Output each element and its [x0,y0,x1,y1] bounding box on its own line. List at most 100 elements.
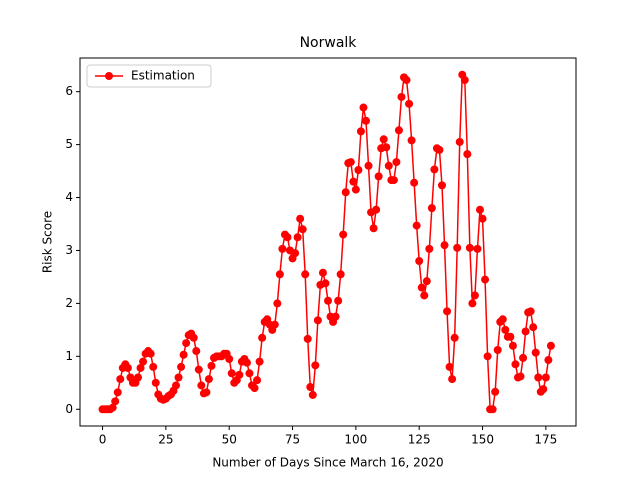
x-axis-label: Number of Days Since March 16, 2020 [212,456,443,470]
point [189,333,198,342]
point [437,181,446,190]
point [113,388,122,397]
point [412,221,421,230]
point [450,333,459,342]
point [273,299,282,308]
y-axis-label: Risk Score [41,211,55,273]
plot-frame [79,57,577,427]
point [298,225,307,234]
point [427,204,436,213]
point [331,312,340,321]
point [151,378,160,387]
point [306,383,315,392]
point [460,76,469,85]
point [339,230,348,239]
y-tick-label: 2 [65,296,73,310]
point [534,373,543,382]
point [397,92,406,101]
point [336,270,345,279]
point [448,375,457,384]
point [521,327,530,336]
point [250,384,259,393]
point [111,397,120,406]
point [468,299,477,308]
point [303,334,312,343]
point [470,291,479,300]
point [465,243,474,252]
point [491,387,500,396]
point [207,361,216,370]
x-tick-label: 25 [158,433,173,447]
point [134,373,143,382]
point [172,381,181,390]
point [529,323,538,332]
x-tick-label: 75 [285,433,300,447]
point [539,385,548,394]
point [473,244,482,253]
point [242,358,251,367]
point [235,370,244,379]
point [275,270,284,279]
point [455,137,464,146]
point [394,126,403,135]
point [415,257,424,266]
point [405,99,414,108]
point [301,270,310,279]
point [270,320,279,329]
point [296,214,305,223]
y-tick-label: 0 [65,402,73,416]
x-tick-label: 150 [471,433,494,447]
point [123,363,132,372]
point [174,373,183,382]
point [334,296,343,305]
y-tick-label: 6 [65,84,73,98]
point [410,178,419,187]
point [389,176,398,185]
y-tick-label: 5 [65,137,73,151]
point [116,375,125,384]
point [453,243,462,252]
point [308,390,317,399]
point [227,369,236,378]
point [245,369,254,378]
point [384,161,393,170]
point [407,136,416,145]
point [324,296,332,305]
point [311,361,320,370]
point [379,135,388,144]
x-tick-label: 175 [534,433,557,447]
point [425,244,434,253]
point [177,362,186,371]
point [364,161,373,170]
point [204,375,213,384]
point [293,233,302,242]
point [136,363,145,372]
point [354,166,363,175]
point [182,339,191,348]
point [372,205,381,214]
point [361,116,370,125]
point [382,143,391,152]
point [139,357,148,366]
point [392,158,401,167]
point [440,241,449,250]
point [463,150,472,159]
point [369,224,378,233]
point [544,356,553,365]
point [351,185,360,194]
point [519,353,528,362]
point [149,362,158,371]
point [546,341,555,350]
point [341,188,350,197]
legend-box [86,64,212,88]
line [102,74,552,411]
point [488,405,497,414]
point [430,165,439,174]
point [179,350,188,359]
legend-label: Estimation [131,69,195,83]
y-tick-label: 3 [65,243,73,257]
point [478,214,487,223]
point [481,275,490,284]
x-tick-label: 50 [222,433,237,447]
